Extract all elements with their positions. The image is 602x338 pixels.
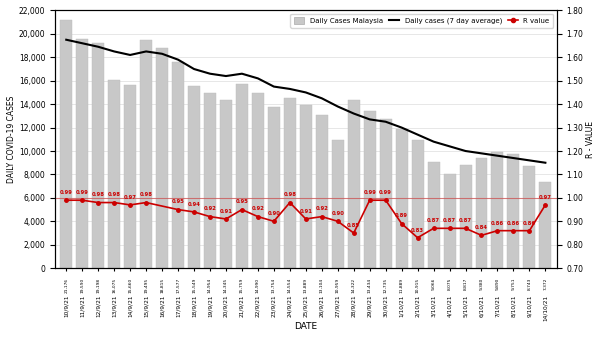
Text: 0.87: 0.87 — [427, 218, 440, 223]
Text: 0.92: 0.92 — [252, 207, 264, 212]
Text: 15,549: 15,549 — [192, 277, 196, 293]
Bar — [459, 165, 471, 268]
Text: 14,322: 14,322 — [352, 277, 356, 293]
Text: 12,735: 12,735 — [383, 277, 388, 293]
Bar — [316, 115, 327, 268]
Text: 0.98: 0.98 — [108, 192, 120, 197]
Bar — [476, 158, 488, 268]
Bar — [108, 80, 120, 268]
Bar — [268, 107, 280, 268]
Text: 7,372: 7,372 — [544, 277, 547, 290]
Text: 0.90: 0.90 — [267, 211, 281, 216]
Bar — [92, 43, 104, 268]
Text: 8,075: 8,075 — [447, 277, 452, 290]
Text: 16,075: 16,075 — [112, 277, 116, 293]
Bar — [427, 162, 439, 268]
Text: 10,959: 10,959 — [336, 277, 340, 293]
Y-axis label: R - VALUE: R - VALUE — [586, 121, 595, 158]
Text: 0.86: 0.86 — [491, 220, 504, 225]
Bar — [124, 85, 136, 268]
Bar — [140, 40, 152, 268]
Bar — [252, 93, 264, 268]
Text: 9,066: 9,066 — [432, 277, 436, 290]
Text: 0.86: 0.86 — [507, 220, 520, 225]
Text: 9,890: 9,890 — [495, 277, 500, 290]
Text: 0.99: 0.99 — [363, 190, 376, 195]
Text: 9,751: 9,751 — [512, 277, 515, 290]
Bar — [523, 166, 535, 268]
Bar — [348, 100, 360, 268]
Bar — [300, 105, 312, 268]
Bar — [380, 119, 392, 268]
Bar — [204, 93, 216, 268]
Bar — [396, 129, 408, 268]
Text: 0.85: 0.85 — [347, 223, 360, 228]
Text: 19,590: 19,590 — [80, 277, 84, 293]
Text: 15,660: 15,660 — [128, 277, 132, 293]
Text: 8,817: 8,817 — [464, 277, 468, 290]
Bar — [507, 154, 520, 268]
Legend: Daily Cases Malaysia, Daily cases (7 day average), R value: Daily Cases Malaysia, Daily cases (7 day… — [291, 14, 553, 28]
Text: 19,198: 19,198 — [96, 277, 100, 293]
Text: 0.95: 0.95 — [235, 199, 249, 204]
Y-axis label: DAILY COVID-19 CASES: DAILY COVID-19 CASES — [7, 96, 16, 183]
Text: 0.92: 0.92 — [315, 207, 328, 212]
Bar — [412, 140, 424, 268]
Text: 11,889: 11,889 — [400, 277, 403, 293]
Text: 10,915: 10,915 — [415, 277, 420, 293]
Text: 13,434: 13,434 — [368, 277, 371, 293]
Text: 0.97: 0.97 — [539, 195, 552, 200]
Text: 0.84: 0.84 — [475, 225, 488, 230]
Text: 0.98: 0.98 — [284, 192, 296, 197]
Bar — [491, 152, 503, 268]
Text: 8,743: 8,743 — [527, 277, 532, 290]
Text: 13,104: 13,104 — [320, 277, 324, 293]
Text: 14,990: 14,990 — [256, 277, 260, 293]
Text: 0.94: 0.94 — [188, 202, 200, 207]
Bar — [364, 111, 376, 268]
Text: 0.98: 0.98 — [140, 192, 152, 197]
Text: 0.91: 0.91 — [299, 209, 312, 214]
Text: 21,176: 21,176 — [64, 277, 68, 293]
Text: 18,815: 18,815 — [160, 277, 164, 293]
Text: 0.99: 0.99 — [76, 190, 88, 195]
Bar — [539, 182, 551, 268]
Bar — [332, 140, 344, 268]
Text: 0.98: 0.98 — [92, 192, 105, 197]
Text: 0.99: 0.99 — [379, 190, 392, 195]
Text: 0.91: 0.91 — [220, 209, 232, 214]
Text: 13,889: 13,889 — [304, 277, 308, 293]
Bar — [76, 39, 88, 268]
Text: 9,380: 9,380 — [479, 277, 483, 290]
Text: 0.90: 0.90 — [331, 211, 344, 216]
Text: 0.87: 0.87 — [459, 218, 472, 223]
Bar — [188, 86, 200, 268]
X-axis label: DATE: DATE — [294, 322, 317, 331]
Text: 0.95: 0.95 — [172, 199, 184, 204]
Text: 17,577: 17,577 — [176, 277, 180, 293]
Bar — [172, 62, 184, 268]
Text: 19,495: 19,495 — [144, 277, 148, 293]
Text: 0.92: 0.92 — [203, 207, 217, 212]
Bar — [444, 173, 456, 268]
Text: 0.86: 0.86 — [523, 220, 536, 225]
Bar — [60, 20, 72, 268]
Text: 0.87: 0.87 — [443, 218, 456, 223]
Text: 0.99: 0.99 — [60, 190, 73, 195]
Text: 14,554: 14,554 — [288, 277, 292, 293]
Bar — [236, 83, 248, 268]
Text: 0.97: 0.97 — [123, 195, 137, 200]
Text: 14,345: 14,345 — [224, 277, 228, 293]
Bar — [220, 100, 232, 268]
Text: 13,754: 13,754 — [272, 277, 276, 293]
Bar — [156, 48, 168, 268]
Text: 0.89: 0.89 — [395, 214, 408, 218]
Bar — [284, 98, 296, 268]
Text: 14,954: 14,954 — [208, 277, 212, 293]
Text: 15,759: 15,759 — [240, 277, 244, 293]
Text: 0.83: 0.83 — [411, 227, 424, 233]
